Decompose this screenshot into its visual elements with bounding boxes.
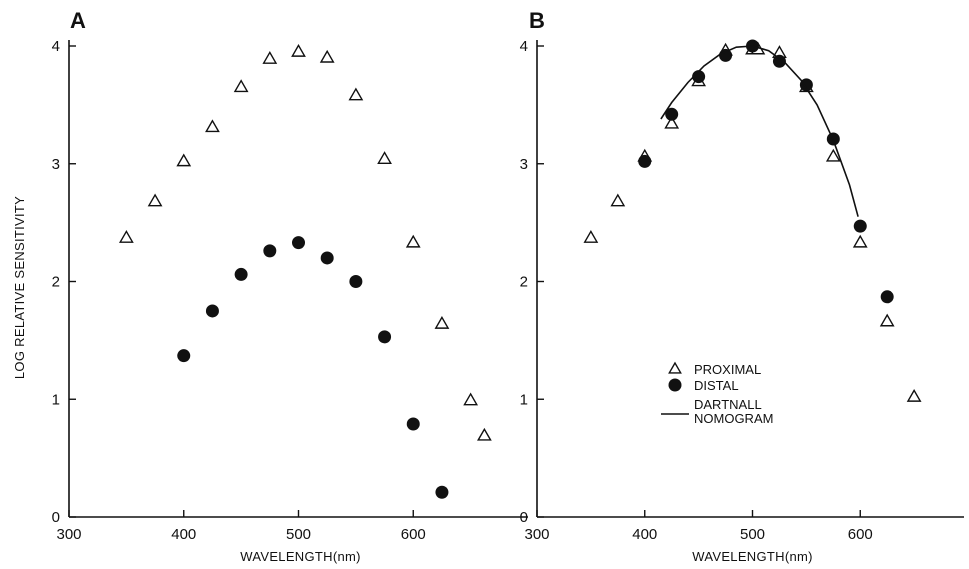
legend-distal-marker: [668, 378, 682, 392]
distal-point: [772, 54, 786, 68]
x-tick-label: 600: [401, 526, 426, 543]
distal-point: [435, 485, 449, 499]
y-tick-label: 4: [52, 38, 60, 55]
x-tick-label: 500: [740, 526, 765, 543]
proximal-point: [377, 151, 392, 164]
proximal-point: [319, 49, 335, 63]
distal-point: [177, 349, 191, 363]
distal-point: [234, 267, 248, 281]
proximal-point: [405, 234, 421, 248]
proximal-point: [205, 119, 220, 133]
distal-point: [665, 107, 679, 121]
distal-point: [292, 236, 305, 250]
proximal-point: [147, 193, 163, 207]
panel-label: A: [70, 8, 86, 33]
distal-point: [406, 417, 420, 431]
legend-proximal-label: PROXIMAL: [694, 362, 761, 377]
x-axis-title: WAVELENGTH(nm): [692, 549, 812, 564]
proximal-point: [291, 43, 306, 57]
distal-point: [799, 78, 813, 92]
x-tick-label: 500: [286, 526, 311, 543]
panel-a: 0 1 2 3 4 300 400 500 600 WAVELENGTH(nm) LOG RELAT…: [12, 8, 528, 564]
panel-label: B: [529, 8, 545, 33]
panel-b: 0 1 2 3 4 300 400 500 600 WAVELENGTH(nm) B PROXIMAL…: [520, 8, 964, 564]
distal-point: [692, 70, 706, 84]
x-tick-label: 400: [171, 526, 196, 543]
proximal-point: [434, 315, 450, 329]
distal-point: [349, 275, 363, 288]
x-axis-title: WAVELENGTH(nm): [240, 549, 360, 564]
proximal-point: [477, 427, 492, 441]
proximal-point: [610, 193, 626, 207]
proximal-point: [583, 230, 599, 243]
proximal-point: [262, 51, 278, 64]
distal-point: [719, 48, 733, 62]
legend-nomogram-label-line: DARTNALL: [694, 397, 762, 412]
legend-nomogram-label-line: NOMOGRAM: [694, 411, 773, 426]
proximal-point: [879, 313, 895, 327]
y-tick-label: 4: [520, 38, 528, 55]
x-tick-label: 600: [848, 526, 873, 543]
y-tick-label: 2: [520, 274, 528, 291]
proximal-point: [118, 230, 134, 243]
legend-nomogram-label: DARTNALL NOMOGRAM: [694, 397, 773, 426]
y-tick-label: 0: [520, 509, 528, 526]
proximal-point: [852, 234, 868, 248]
y-tick-label: 3: [52, 156, 60, 173]
proximal-point: [906, 388, 922, 402]
x-tick-label: 400: [632, 526, 657, 543]
distal-point: [880, 290, 894, 304]
y-tick-label: 2: [52, 274, 60, 291]
y-tick-label: 0: [52, 509, 60, 526]
distal-point: [205, 304, 219, 318]
y-axis-title: LOG RELATIVE SENSITIVITY: [12, 196, 27, 379]
y-tick-label: 3: [520, 156, 528, 173]
y-tick-label: 1: [52, 391, 60, 408]
x-tick-label: 300: [524, 526, 549, 543]
nomogram-curve: [660, 45, 859, 217]
proximal-point: [233, 79, 249, 93]
x-tick-label: 300: [56, 526, 81, 543]
proximal-point: [825, 148, 841, 162]
proximal-point: [176, 153, 192, 167]
y-tick-label: 1: [520, 391, 528, 408]
distal-point: [378, 330, 392, 344]
proximal-point: [463, 392, 479, 406]
legend-proximal-marker: [668, 361, 682, 374]
proximal-point: [664, 115, 680, 129]
distal-point: [320, 251, 334, 265]
distal-point: [638, 154, 652, 168]
proximal-point: [348, 87, 364, 101]
legend-distal-label: DISTAL: [694, 378, 739, 393]
distal-point: [263, 244, 277, 258]
distal-point: [853, 219, 867, 233]
